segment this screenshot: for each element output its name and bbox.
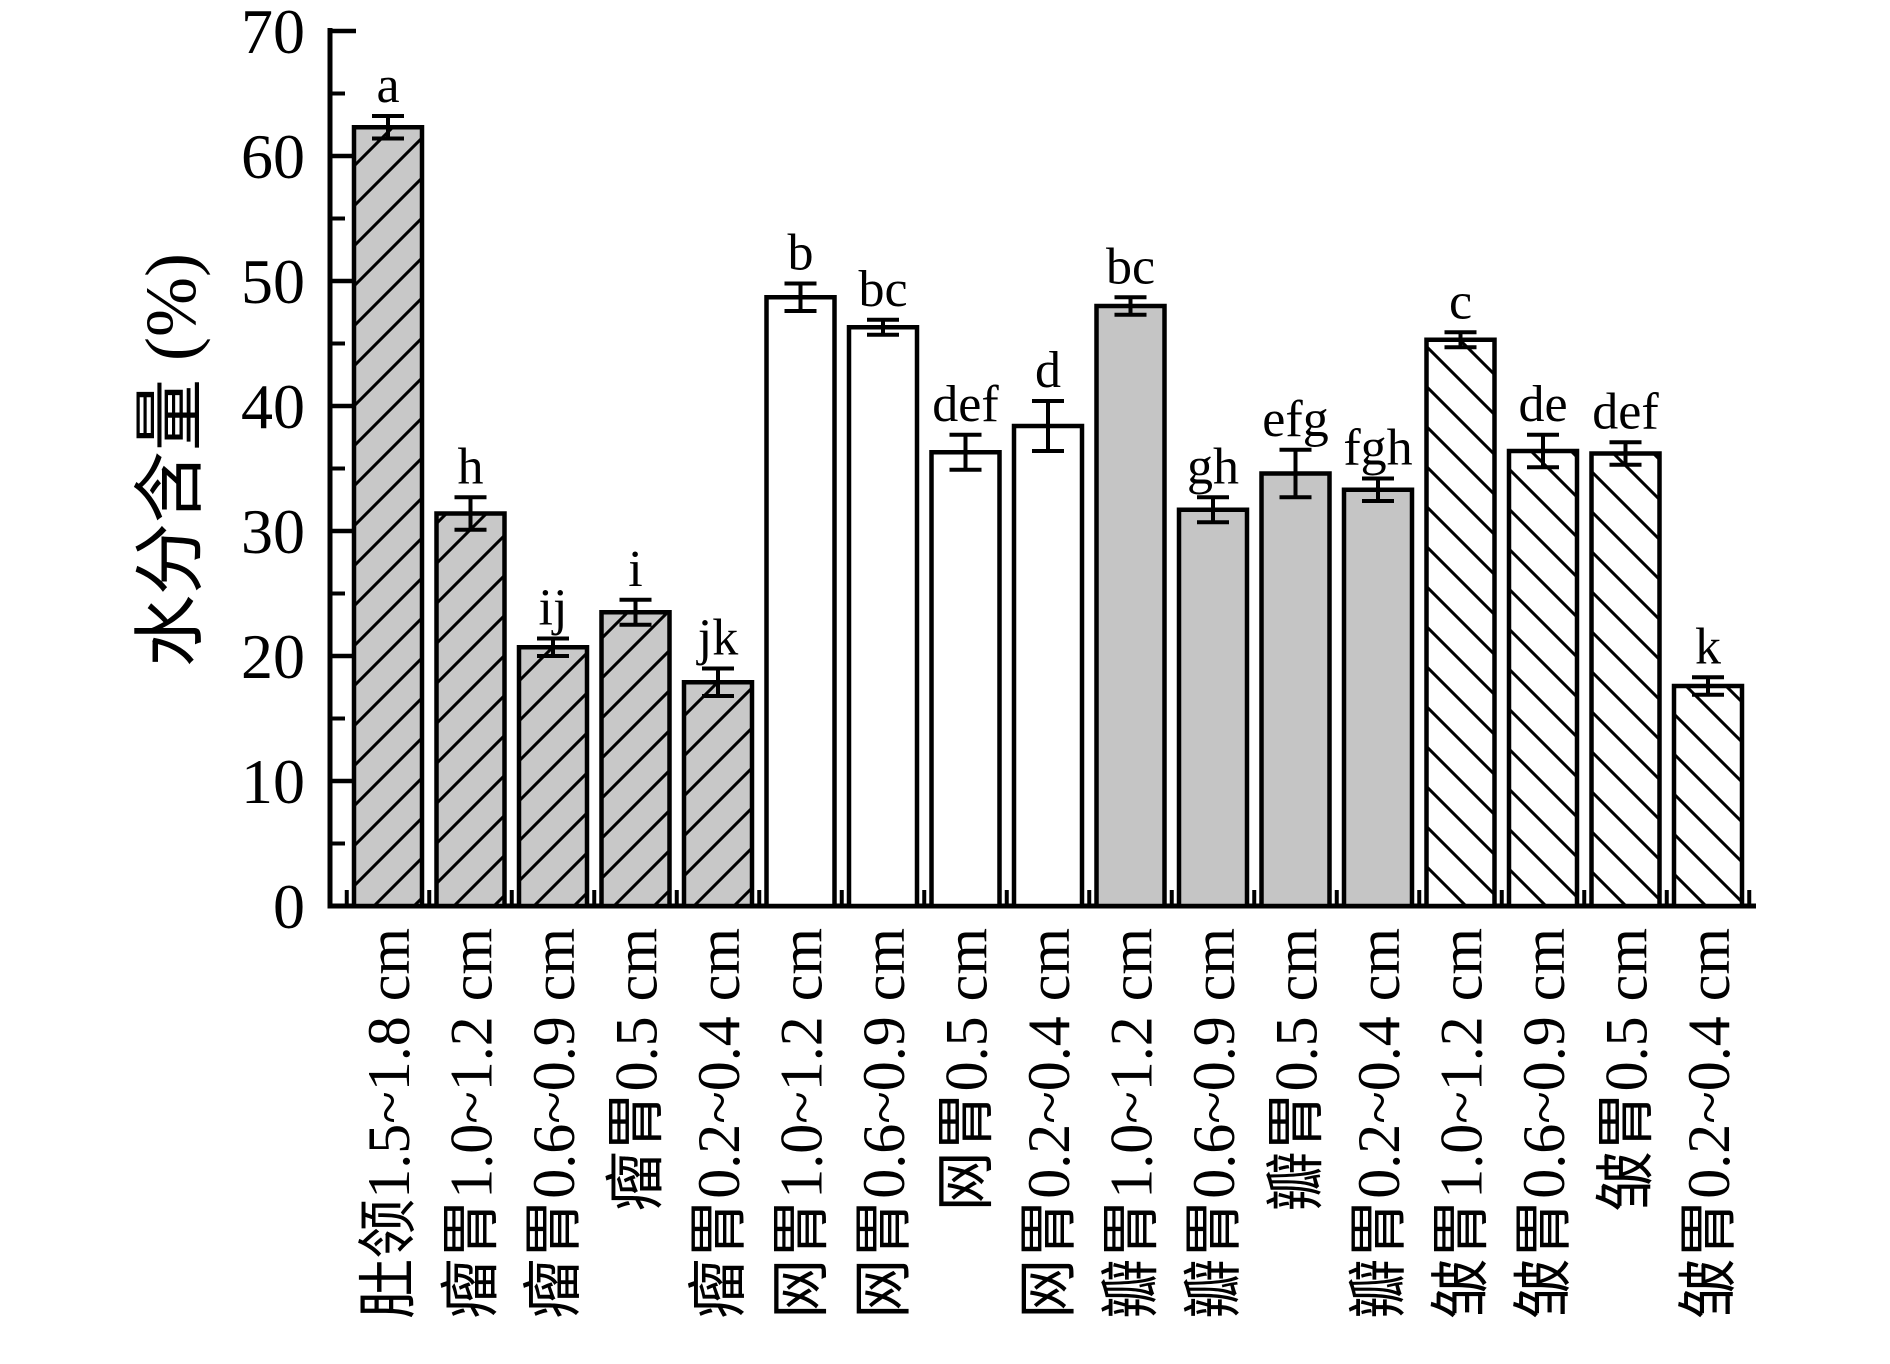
x-tick-label: 肚领1.5~1.8 cm (356, 928, 422, 1319)
significance-letter: k (1695, 618, 1721, 675)
significance-letter: def (1592, 383, 1659, 440)
significance-letter: efg (1262, 391, 1328, 448)
bar-hatch (1426, 339, 1495, 906)
x-tick-label: 瘤胃0.2~0.4 cm (686, 928, 752, 1319)
y-tick-label: 40 (241, 371, 305, 442)
bar-hatch (519, 647, 587, 906)
x-tick-label: 网胃0.5 cm (934, 928, 1000, 1211)
bar (849, 327, 917, 906)
x-tick-label: 网胃0.2~0.4 cm (1016, 928, 1082, 1319)
significance-letter: bc (1106, 238, 1155, 295)
x-tick-label: 皱胃0.2~0.4 cm (1676, 928, 1742, 1319)
x-tick-label: 瓣胃0.5 cm (1264, 928, 1330, 1211)
significance-letter: b (788, 225, 814, 282)
bar-hatch (436, 513, 505, 906)
x-tick-label: 瘤胃0.5 cm (604, 928, 670, 1211)
significance-letter: fgh (1343, 420, 1412, 477)
bar (1179, 509, 1247, 906)
x-tick-label: 皱胃1.0~1.2 cm (1429, 928, 1495, 1319)
bar-hatch (684, 682, 752, 906)
bar (1344, 489, 1412, 906)
bar (1261, 473, 1330, 906)
x-tick-label: 瘤胃1.0~1.2 cm (439, 928, 505, 1319)
significance-letter: def (932, 376, 999, 433)
y-tick-label: 30 (241, 496, 305, 567)
y-tick-label: 10 (241, 746, 305, 817)
significance-letter: ij (539, 580, 568, 637)
y-tick-label: 60 (241, 121, 305, 192)
x-tick-label: 瓣胃1.0~1.2 cm (1099, 928, 1165, 1319)
significance-letter: i (628, 541, 642, 598)
x-tick-label: 网胃0.6~0.9 cm (851, 928, 917, 1319)
bar-hatch (1591, 453, 1660, 906)
significance-letter: bc (858, 261, 907, 318)
bar (1096, 306, 1165, 906)
significance-letter: h (458, 438, 484, 495)
significance-letter: d (1035, 342, 1061, 399)
x-tick-label: 瓣胃0.6~0.9 cm (1181, 928, 1247, 1319)
y-tick-label: 70 (241, 0, 305, 67)
y-tick-label: 0 (273, 871, 305, 942)
significance-letter: jk (696, 610, 738, 667)
y-tick-label: 20 (241, 621, 305, 692)
y-tick-label: 50 (241, 246, 305, 317)
chart-plot-area: 0 10 20 30 40 50 60 70 a 肚领1.5~1.8 cm h 瘤胃1.0~1.2 c… (241, 0, 1756, 1319)
bar (1014, 426, 1082, 906)
significance-letter: gh (1187, 438, 1239, 495)
bar-hatch (1674, 686, 1742, 906)
significance-letter: a (376, 57, 399, 114)
bar-hatch (354, 127, 422, 906)
x-tick-label: 瘤胃0.6~0.9 cm (521, 928, 587, 1319)
y-axis-label: 水分含量 (%) (131, 253, 211, 667)
x-tick-label: 瓣胃0.2~0.4 cm (1346, 928, 1412, 1319)
bar-hatch (601, 612, 670, 906)
x-tick-label: 皱胃0.6~0.9 cm (1511, 928, 1577, 1319)
bar (766, 297, 835, 906)
x-tick-label: 皱胃0.5 cm (1594, 928, 1660, 1211)
significance-letter: de (1518, 376, 1567, 433)
significance-letter: c (1449, 273, 1472, 330)
bar (931, 452, 1000, 906)
bar-hatch (1509, 451, 1577, 906)
x-tick-label: 网胃1.0~1.2 cm (769, 928, 835, 1319)
